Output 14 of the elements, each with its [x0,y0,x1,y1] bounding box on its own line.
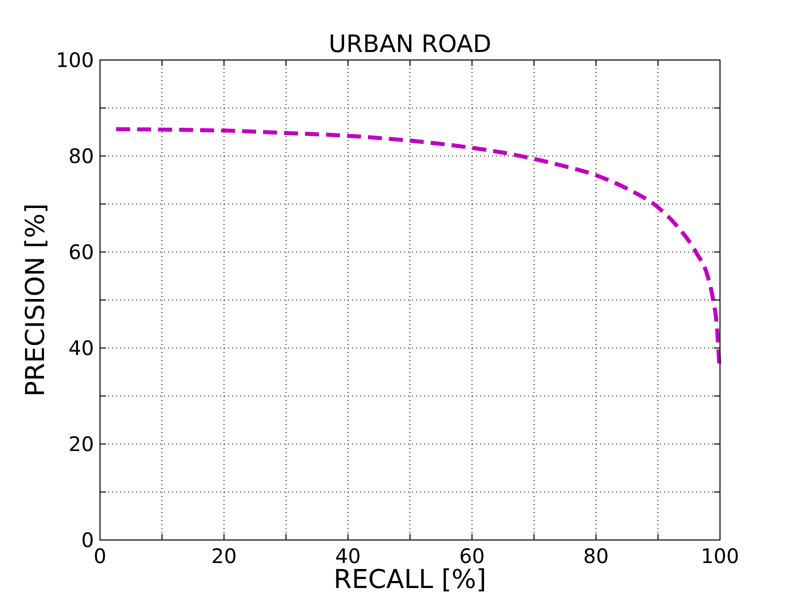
x-tick-label: 40 [335,544,361,568]
x-tick-label: 20 [211,544,237,568]
chart-title: URBAN ROAD [328,30,492,58]
x-axis-title: RECALL [%] [334,565,486,595]
x-tick-label: 100 [700,544,740,568]
x-tick-label: 60 [459,544,485,568]
y-tick-label: 0 [81,528,94,552]
y-tick-label: 60 [68,240,94,264]
y-tick-label: 40 [68,336,94,360]
x-tick-label: 80 [583,544,609,568]
y-axis-title: PRECISION [%] [21,203,51,397]
y-tick-label: 20 [68,432,94,456]
y-tick-label: 100 [56,48,94,72]
y-tick-label: 80 [68,144,94,168]
